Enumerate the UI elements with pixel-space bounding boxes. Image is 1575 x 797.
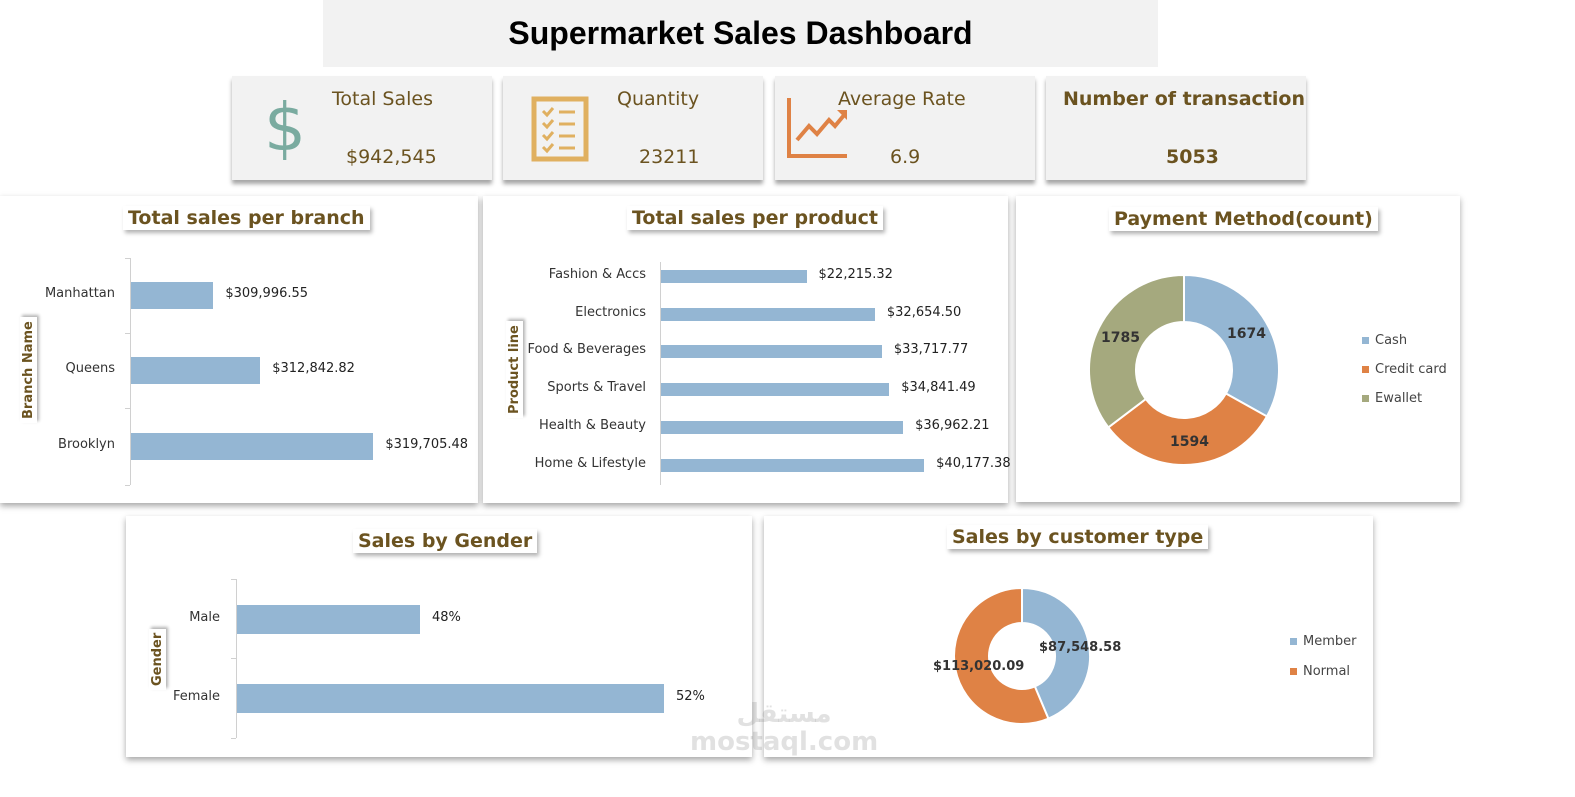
legend-item: Credit card bbox=[1362, 362, 1447, 377]
donut-chart bbox=[1088, 273, 1280, 466]
bar bbox=[661, 307, 875, 321]
category-axis bbox=[130, 258, 131, 485]
category-label: Sports & Travel bbox=[547, 380, 646, 395]
slice-data-label: $113,020.09 bbox=[933, 659, 1025, 674]
bar bbox=[131, 432, 374, 460]
bar bbox=[237, 683, 664, 713]
watermark-latin: mostaql.com bbox=[690, 727, 879, 757]
kpi-label: Number of transaction bbox=[1063, 88, 1305, 110]
kpi-label: Total Sales bbox=[332, 88, 433, 110]
category-label: Manhattan bbox=[44, 286, 115, 301]
axis-tick bbox=[125, 408, 130, 409]
watermark: مستقل mostaql.com bbox=[690, 700, 878, 756]
legend-swatch bbox=[1290, 638, 1297, 645]
category-axis bbox=[236, 579, 237, 738]
donut-slice-credit-card bbox=[1106, 392, 1269, 466]
kpi-value: 6.9 bbox=[890, 146, 921, 168]
dollar-icon: $ bbox=[264, 89, 306, 166]
slice-data-label: $87,548.58 bbox=[1039, 640, 1122, 655]
legend-swatch bbox=[1362, 366, 1369, 373]
data-label: $22,215.32 bbox=[818, 267, 893, 282]
category-label: Brooklyn bbox=[58, 437, 115, 452]
category-label: Fashion & Accs bbox=[548, 267, 646, 282]
donut-slice-normal bbox=[953, 586, 1050, 725]
legend-label: Member bbox=[1303, 634, 1357, 649]
chart-title: Sales by Gender bbox=[353, 529, 538, 553]
kpi-value: 5053 bbox=[1166, 146, 1219, 168]
bar bbox=[661, 458, 925, 472]
category-label: Electronics bbox=[575, 305, 646, 320]
legend-swatch bbox=[1362, 337, 1369, 344]
axis-tick bbox=[231, 579, 236, 580]
chart-title: Total sales per product bbox=[627, 206, 883, 230]
bar bbox=[661, 269, 807, 283]
chart-title: Total sales per branch bbox=[123, 206, 370, 230]
category-label: Female bbox=[172, 689, 220, 704]
legend-item: Cash bbox=[1362, 333, 1407, 348]
gender-sales-panel bbox=[126, 516, 752, 757]
data-label: $309,996.55 bbox=[225, 286, 309, 301]
data-label: $34,841.49 bbox=[901, 380, 976, 395]
axis-tick bbox=[125, 333, 130, 334]
y-axis-label: Gender bbox=[149, 628, 166, 690]
bar bbox=[661, 344, 882, 358]
data-label: $32,654.50 bbox=[886, 305, 962, 320]
category-label: Male bbox=[189, 610, 220, 625]
bar bbox=[661, 382, 890, 396]
bar bbox=[237, 604, 420, 634]
kpi-transactions: Number of transaction 5053 bbox=[1046, 76, 1306, 180]
slice-data-label: 1674 bbox=[1227, 326, 1266, 342]
legend-item: Normal bbox=[1290, 664, 1350, 679]
kpi-label: Average Rate bbox=[838, 88, 966, 110]
data-label: $312,842.82 bbox=[272, 361, 355, 376]
category-label: Food & Beverages bbox=[527, 342, 646, 357]
legend-swatch bbox=[1362, 395, 1369, 402]
checklist-icon bbox=[531, 96, 589, 162]
category-axis bbox=[660, 262, 661, 485]
legend-label: Ewallet bbox=[1375, 391, 1423, 406]
donut-chart bbox=[953, 586, 1091, 725]
legend-label: Cash bbox=[1375, 333, 1408, 348]
legend-label: Normal bbox=[1303, 664, 1351, 679]
kpi-average-rate: Average Rate 6.9 bbox=[775, 76, 1035, 180]
category-label: Queens bbox=[65, 361, 115, 376]
chart-title: Sales by customer type bbox=[947, 525, 1209, 549]
bar bbox=[131, 281, 214, 309]
data-label: $319,705.48 bbox=[385, 437, 469, 452]
watermark-arabic: مستقل bbox=[736, 699, 832, 729]
chart-title: Payment Method(count) bbox=[1109, 207, 1378, 231]
axis-tick bbox=[231, 658, 236, 659]
donut-slice-cash bbox=[1183, 273, 1280, 418]
category-label: Home & Lifestyle bbox=[534, 456, 646, 471]
legend-item: Member bbox=[1290, 634, 1356, 649]
data-label: 52% bbox=[676, 689, 705, 704]
axis-tick bbox=[125, 258, 130, 259]
data-label: $40,177.38 bbox=[936, 456, 1011, 471]
y-axis-label: Product line bbox=[506, 321, 523, 418]
legend-swatch bbox=[1290, 668, 1297, 675]
data-label: 48% bbox=[432, 610, 461, 625]
slice-data-label: 1785 bbox=[1101, 330, 1140, 346]
data-label: $33,717.77 bbox=[893, 342, 969, 357]
trend-chart-icon bbox=[787, 98, 847, 158]
bar bbox=[131, 356, 261, 384]
kpi-total-sales: $ Total Sales $942,545 bbox=[232, 76, 492, 180]
donut-slice-ewallet bbox=[1088, 273, 1185, 429]
legend-label: Credit card bbox=[1375, 362, 1447, 377]
data-label: $36,962.21 bbox=[915, 418, 990, 433]
kpi-quantity: Quantity 23211 bbox=[503, 76, 763, 180]
legend-item: Ewallet bbox=[1362, 391, 1422, 406]
bar bbox=[661, 420, 904, 434]
dashboard-title-box: Supermarket Sales Dashboard bbox=[323, 0, 1158, 67]
category-label: Health & Beauty bbox=[538, 418, 646, 433]
axis-tick bbox=[231, 738, 236, 739]
kpi-label: Quantity bbox=[617, 88, 700, 110]
kpi-value: 23211 bbox=[639, 146, 700, 168]
axis-tick bbox=[125, 485, 130, 486]
kpi-value: $942,545 bbox=[346, 146, 437, 168]
slice-data-label: 1594 bbox=[1170, 434, 1209, 450]
dashboard-title: Supermarket Sales Dashboard bbox=[508, 15, 973, 51]
donut-slice-member bbox=[1021, 586, 1091, 720]
